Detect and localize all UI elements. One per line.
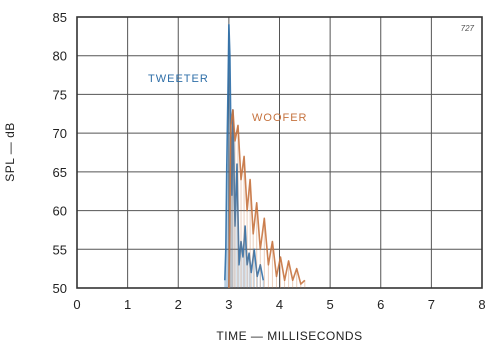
grid	[76, 16, 483, 289]
series-line-tweeter	[224, 23, 265, 281]
y-tick-label-80: 80	[53, 49, 67, 64]
plot-frame	[76, 16, 483, 289]
x-tick-label-7: 7	[428, 297, 435, 312]
x-tick-labels: 0 1 2 3 4 5 6 7 8	[73, 297, 485, 312]
series-line-woofer	[228, 109, 306, 289]
x-tick-label-2: 2	[175, 297, 182, 312]
series-lines	[224, 23, 306, 289]
x-axis-label: TIME — MILLISECONDS	[216, 329, 362, 343]
x-tick-label-1: 1	[124, 297, 131, 312]
y-tick-label-75: 75	[53, 87, 67, 102]
y-tick-label-85: 85	[53, 10, 67, 25]
x-tick-label-0: 0	[73, 297, 80, 312]
y-tick-label-65: 65	[53, 165, 67, 180]
y-tick-label-55: 55	[53, 242, 67, 257]
series-label-tweeter: TWEETER	[148, 73, 209, 85]
x-tick-label-8: 8	[478, 297, 485, 312]
y-tick-label-60: 60	[53, 204, 67, 219]
x-tick-label-6: 6	[377, 297, 384, 312]
corner-mark: 727	[461, 24, 475, 33]
y-axis-label: SPL — dB	[3, 122, 17, 182]
x-tick-label-5: 5	[327, 297, 334, 312]
y-tick-label-70: 70	[53, 126, 67, 141]
y-tick-label-50: 50	[53, 281, 67, 296]
x-tick-label-4: 4	[276, 297, 283, 312]
series-label-woofer: WOOFER	[252, 112, 308, 124]
x-tick-label-3: 3	[225, 297, 232, 312]
y-tick-labels: 50 55 60 65 70 75 80 85	[53, 10, 67, 296]
